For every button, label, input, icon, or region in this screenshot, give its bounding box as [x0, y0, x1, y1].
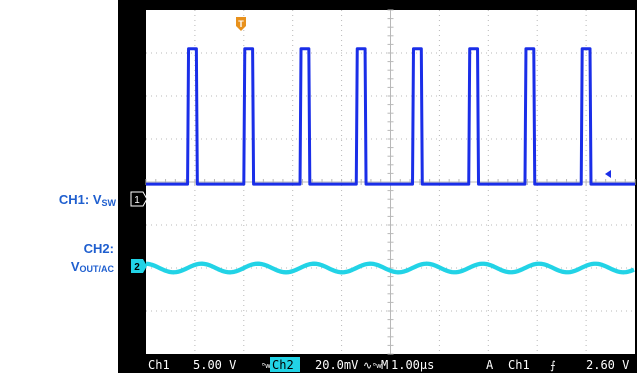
trigger-level-arrow-icon [605, 170, 611, 178]
ch2-trace [145, 261, 635, 275]
timebase-prefix: M [381, 358, 388, 372]
ch1-scale: 5.00 V [193, 358, 236, 372]
ch2-signal-label-title: CH2: [83, 241, 114, 256]
oscilloscope-display: T 1 2 Ch1 5.00 V ᴮw Ch2 20.0mV ∿ [118, 0, 637, 373]
trigger-marker-icon [236, 17, 246, 31]
ch1-trace [146, 47, 635, 186]
ch2-bandwidth-limit-mark-2: ᴮw [373, 362, 382, 370]
trigger-level: 2.60 V [586, 358, 629, 372]
channel-markers: T 1 2 [130, 17, 611, 273]
ch2-label-subscript: OUT/AC [79, 264, 115, 274]
trigger-mode: A [486, 358, 494, 372]
traces [145, 47, 635, 275]
ch1-marker-shape [130, 191, 148, 207]
oscilloscope-svg: T 1 2 Ch1 5.00 V ᴮw Ch2 20.0mV ∿ [130, 9, 637, 373]
trigger-slope-icon: ⨍ [550, 359, 556, 372]
ch2-marker-label: 2 [134, 262, 140, 273]
ch1-name: Ch1 [148, 358, 170, 372]
ch2-signal-label: VOUT/AC [8, 259, 114, 274]
ch2-ac-coupling-icon: ∿ [363, 359, 372, 372]
timebase-value: 1.00µs [391, 358, 434, 372]
status-bar-background [146, 356, 637, 373]
ch1-marker-label: 1 [134, 195, 140, 206]
trigger-source: Ch1 [508, 358, 530, 372]
ch2-label-main: V [70, 259, 80, 274]
ch2-ground-marker: 2 [131, 259, 147, 273]
ch1-signal-label: CH1: VSW [8, 192, 116, 208]
ch1-label-subscript: SW [101, 198, 117, 208]
trigger-position-marker: T [236, 17, 246, 31]
ch2-name-highlight [270, 357, 300, 372]
ch1-label-main: CH1: V [58, 192, 102, 207]
ch2-name: Ch2 [272, 358, 294, 372]
ch2-marker-shape [131, 259, 147, 273]
trigger-marker-label: T [238, 19, 244, 29]
ch2-bandwidth-limit-mark: ᴮw [262, 362, 271, 370]
ch2-scale: 20.0mV [315, 358, 358, 372]
status-bar: Ch1 5.00 V ᴮw Ch2 20.0mV ∿ ᴮw M 1.00µs A… [146, 356, 637, 373]
ch1-ground-marker: 1 [130, 191, 148, 207]
